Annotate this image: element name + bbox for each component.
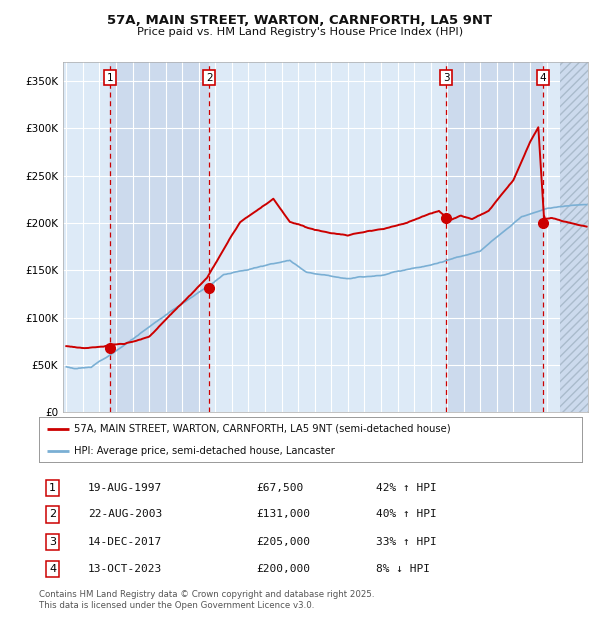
Text: £200,000: £200,000 bbox=[256, 564, 310, 574]
Text: 4: 4 bbox=[540, 73, 547, 82]
Bar bbox=[560, 62, 588, 412]
Text: 40% ↑ HPI: 40% ↑ HPI bbox=[376, 510, 436, 520]
Text: Contains HM Land Registry data © Crown copyright and database right 2025.
This d: Contains HM Land Registry data © Crown c… bbox=[39, 590, 374, 609]
Text: 42% ↑ HPI: 42% ↑ HPI bbox=[376, 483, 436, 494]
Text: HPI: Average price, semi-detached house, Lancaster: HPI: Average price, semi-detached house,… bbox=[74, 446, 335, 456]
Text: 33% ↑ HPI: 33% ↑ HPI bbox=[376, 537, 436, 547]
Text: 1: 1 bbox=[107, 73, 113, 82]
Text: Price paid vs. HM Land Registry's House Price Index (HPI): Price paid vs. HM Land Registry's House … bbox=[137, 27, 463, 37]
Text: 2: 2 bbox=[49, 510, 56, 520]
Text: 8% ↓ HPI: 8% ↓ HPI bbox=[376, 564, 430, 574]
Text: 22-AUG-2003: 22-AUG-2003 bbox=[88, 510, 162, 520]
Text: 3: 3 bbox=[49, 537, 56, 547]
Bar bbox=[110, 62, 209, 412]
Text: 2: 2 bbox=[206, 73, 213, 82]
Text: £67,500: £67,500 bbox=[256, 483, 304, 494]
Bar bbox=[209, 62, 446, 412]
Text: 13-OCT-2023: 13-OCT-2023 bbox=[88, 564, 162, 574]
Text: 19-AUG-1997: 19-AUG-1997 bbox=[88, 483, 162, 494]
Bar bbox=[543, 62, 560, 412]
Text: 14-DEC-2017: 14-DEC-2017 bbox=[88, 537, 162, 547]
Text: 57A, MAIN STREET, WARTON, CARNFORTH, LA5 9NT: 57A, MAIN STREET, WARTON, CARNFORTH, LA5… bbox=[107, 14, 493, 27]
Text: 1: 1 bbox=[49, 483, 56, 494]
Text: 57A, MAIN STREET, WARTON, CARNFORTH, LA5 9NT (semi-detached house): 57A, MAIN STREET, WARTON, CARNFORTH, LA5… bbox=[74, 424, 451, 434]
Text: £131,000: £131,000 bbox=[256, 510, 310, 520]
Text: 4: 4 bbox=[49, 564, 56, 574]
Bar bbox=[63, 62, 110, 412]
Text: 3: 3 bbox=[443, 73, 450, 82]
Text: £205,000: £205,000 bbox=[256, 537, 310, 547]
Bar bbox=[446, 62, 543, 412]
